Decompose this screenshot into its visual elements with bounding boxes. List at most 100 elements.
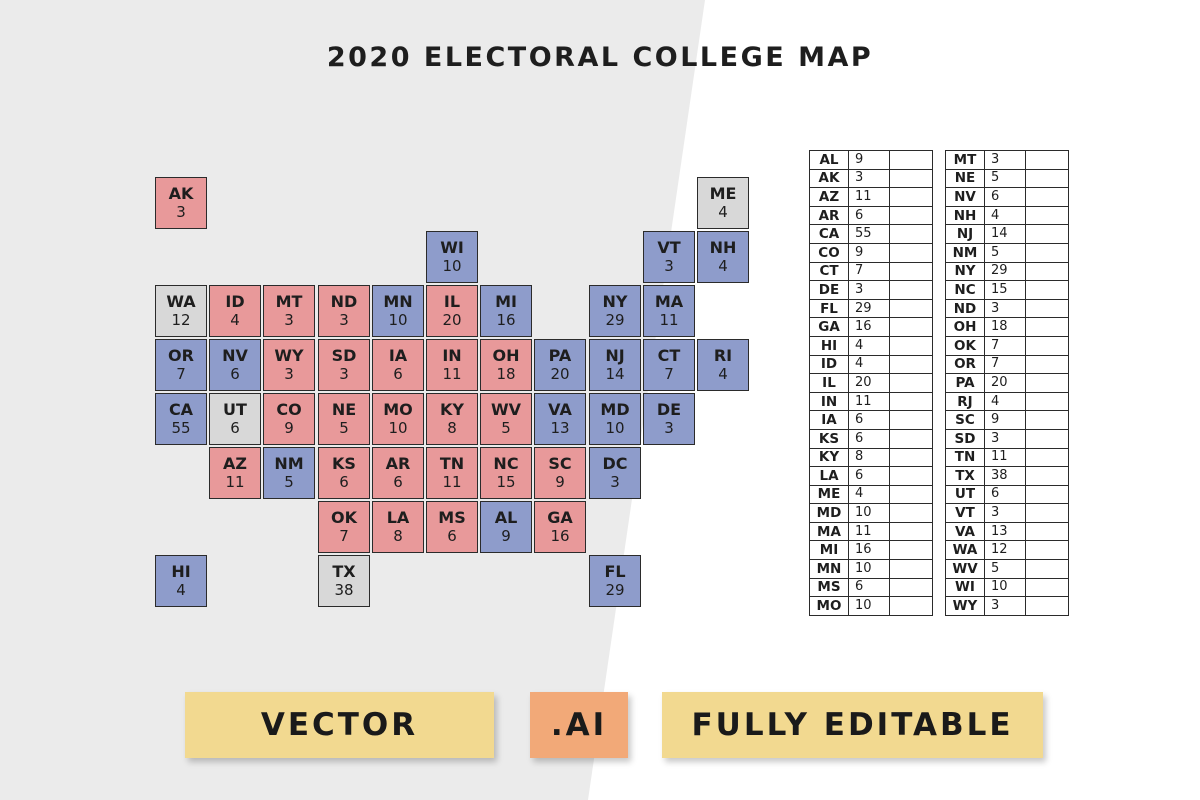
table-state-cell: AK <box>809 168 849 189</box>
table-blank-cell[interactable] <box>1025 484 1069 505</box>
state-abbr: MI <box>495 292 517 311</box>
table-blank-cell[interactable] <box>1025 317 1069 337</box>
state-abbr: WA <box>166 292 196 311</box>
table-blank-cell[interactable] <box>889 261 933 282</box>
table-blank-cell[interactable] <box>889 280 933 300</box>
state-tile-mi: MI 16 <box>480 285 532 337</box>
state-abbr: NV <box>222 346 248 365</box>
table-blank-cell[interactable] <box>889 168 933 189</box>
table-votes-cell: 20 <box>984 373 1026 393</box>
table-blank-cell[interactable] <box>889 559 933 579</box>
table-votes-cell: 8 <box>848 447 890 468</box>
table-blank-cell[interactable] <box>889 373 933 393</box>
state-tile-wv: WV 5 <box>480 393 532 445</box>
state-tile-ct: CT 7 <box>643 339 695 391</box>
table-blank-cell[interactable] <box>1025 187 1069 207</box>
table-blank-cell[interactable] <box>1025 168 1069 189</box>
table-state-cell: MA <box>809 521 849 542</box>
table-blank-cell[interactable] <box>1025 224 1069 244</box>
table-state-cell: MD <box>809 503 849 523</box>
table-blank-cell[interactable] <box>1025 410 1069 430</box>
table-row: OH 18 <box>945 317 1069 337</box>
table-blank-cell[interactable] <box>1025 373 1069 393</box>
table-row: WV 5 <box>945 559 1069 579</box>
table-blank-cell[interactable] <box>1025 503 1069 523</box>
state-votes: 20 <box>442 311 462 329</box>
table-blank-cell[interactable] <box>889 187 933 207</box>
table-state-cell: CA <box>809 224 849 244</box>
state-abbr: IL <box>443 292 461 311</box>
state-abbr: KS <box>332 454 356 473</box>
table-row: AZ 11 <box>809 187 933 207</box>
table-blank-cell[interactable] <box>889 484 933 505</box>
table-blank-cell[interactable] <box>1025 150 1069 170</box>
table-blank-cell[interactable] <box>889 298 933 319</box>
state-abbr: OR <box>168 346 194 365</box>
table-row: GA 16 <box>809 317 933 337</box>
table-votes-cell: 6 <box>984 187 1026 207</box>
state-tile-ar: AR 6 <box>372 447 424 499</box>
table-blank-cell[interactable] <box>1025 354 1069 375</box>
table-blank-cell[interactable] <box>1025 205 1069 226</box>
table-votes-cell: 11 <box>848 391 890 412</box>
table-blank-cell[interactable] <box>889 428 933 449</box>
state-abbr: WI <box>440 238 464 257</box>
table-blank-cell[interactable] <box>889 224 933 244</box>
state-abbr: MN <box>383 292 413 311</box>
table-blank-cell[interactable] <box>1025 447 1069 468</box>
state-votes: 13 <box>550 419 570 437</box>
electoral-votes-table-left: AL 9 AK 3 AZ 11 AR 6 CA 55 CO 9 CT 7 DE 3 FL 29 GA 16 HI 4 ID 4… <box>809 150 933 616</box>
state-tile-id: ID 4 <box>209 285 261 337</box>
table-blank-cell[interactable] <box>1025 298 1069 319</box>
state-votes: 29 <box>605 581 625 599</box>
state-tile-ga: GA 16 <box>534 501 586 553</box>
table-state-cell: KS <box>809 428 849 449</box>
table-blank-cell[interactable] <box>1025 242 1069 263</box>
state-abbr: AK <box>168 184 194 203</box>
table-blank-cell[interactable] <box>1025 335 1069 356</box>
table-blank-cell[interactable] <box>889 317 933 337</box>
table-blank-cell[interactable] <box>889 335 933 356</box>
state-votes: 11 <box>225 473 245 491</box>
table-state-cell: WY <box>945 596 985 616</box>
table-blank-cell[interactable] <box>889 242 933 263</box>
state-votes: 10 <box>388 419 408 437</box>
table-blank-cell[interactable] <box>889 391 933 412</box>
table-blank-cell[interactable] <box>889 540 933 561</box>
state-abbr: DC <box>602 454 628 473</box>
state-tile-me: ME 4 <box>697 177 749 229</box>
table-row: DE 3 <box>809 280 933 300</box>
table-blank-cell[interactable] <box>1025 391 1069 412</box>
table-blank-cell[interactable] <box>889 596 933 616</box>
table-blank-cell[interactable] <box>1025 466 1069 486</box>
table-row: HI 4 <box>809 335 933 356</box>
table-state-cell: CO <box>809 242 849 263</box>
table-blank-cell[interactable] <box>889 521 933 542</box>
table-blank-cell[interactable] <box>1025 559 1069 579</box>
state-tile-ca: CA 55 <box>155 393 207 445</box>
table-blank-cell[interactable] <box>889 354 933 375</box>
table-row: MS 6 <box>809 577 933 598</box>
state-votes: 15 <box>496 473 516 491</box>
table-blank-cell[interactable] <box>889 503 933 523</box>
table-state-cell: MN <box>809 559 849 579</box>
table-blank-cell[interactable] <box>1025 521 1069 542</box>
table-blank-cell[interactable] <box>1025 577 1069 598</box>
table-blank-cell[interactable] <box>1025 596 1069 616</box>
table-blank-cell[interactable] <box>889 205 933 226</box>
table-votes-cell: 18 <box>984 317 1026 337</box>
state-votes: 3 <box>176 203 186 221</box>
table-blank-cell[interactable] <box>1025 280 1069 300</box>
table-blank-cell[interactable] <box>1025 540 1069 561</box>
table-blank-cell[interactable] <box>889 150 933 170</box>
table-row: RJ 4 <box>945 391 1069 412</box>
table-state-cell: WV <box>945 559 985 579</box>
table-blank-cell[interactable] <box>889 410 933 430</box>
table-blank-cell[interactable] <box>1025 428 1069 449</box>
state-tile-md: MD 10 <box>589 393 641 445</box>
table-row: NM 5 <box>945 242 1069 263</box>
table-blank-cell[interactable] <box>889 447 933 468</box>
table-blank-cell[interactable] <box>889 466 933 486</box>
table-blank-cell[interactable] <box>1025 261 1069 282</box>
table-blank-cell[interactable] <box>889 577 933 598</box>
